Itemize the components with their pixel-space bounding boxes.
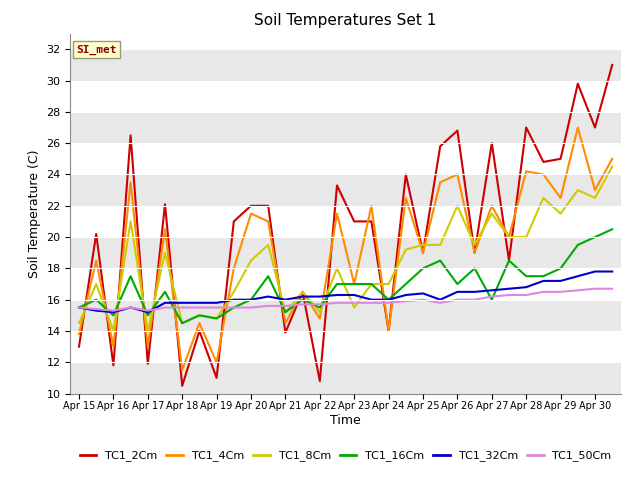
Bar <box>70 300 621 331</box>
Bar <box>70 362 621 394</box>
Bar <box>70 112 621 143</box>
Bar <box>70 237 621 268</box>
X-axis label: Time: Time <box>330 414 361 427</box>
Title: Soil Temperatures Set 1: Soil Temperatures Set 1 <box>255 13 436 28</box>
Text: SI_met: SI_met <box>76 44 116 55</box>
Bar <box>70 174 621 206</box>
Bar <box>70 49 621 81</box>
Y-axis label: Soil Temperature (C): Soil Temperature (C) <box>28 149 41 278</box>
Legend: TC1_2Cm, TC1_4Cm, TC1_8Cm, TC1_16Cm, TC1_32Cm, TC1_50Cm: TC1_2Cm, TC1_4Cm, TC1_8Cm, TC1_16Cm, TC1… <box>75 446 616 466</box>
